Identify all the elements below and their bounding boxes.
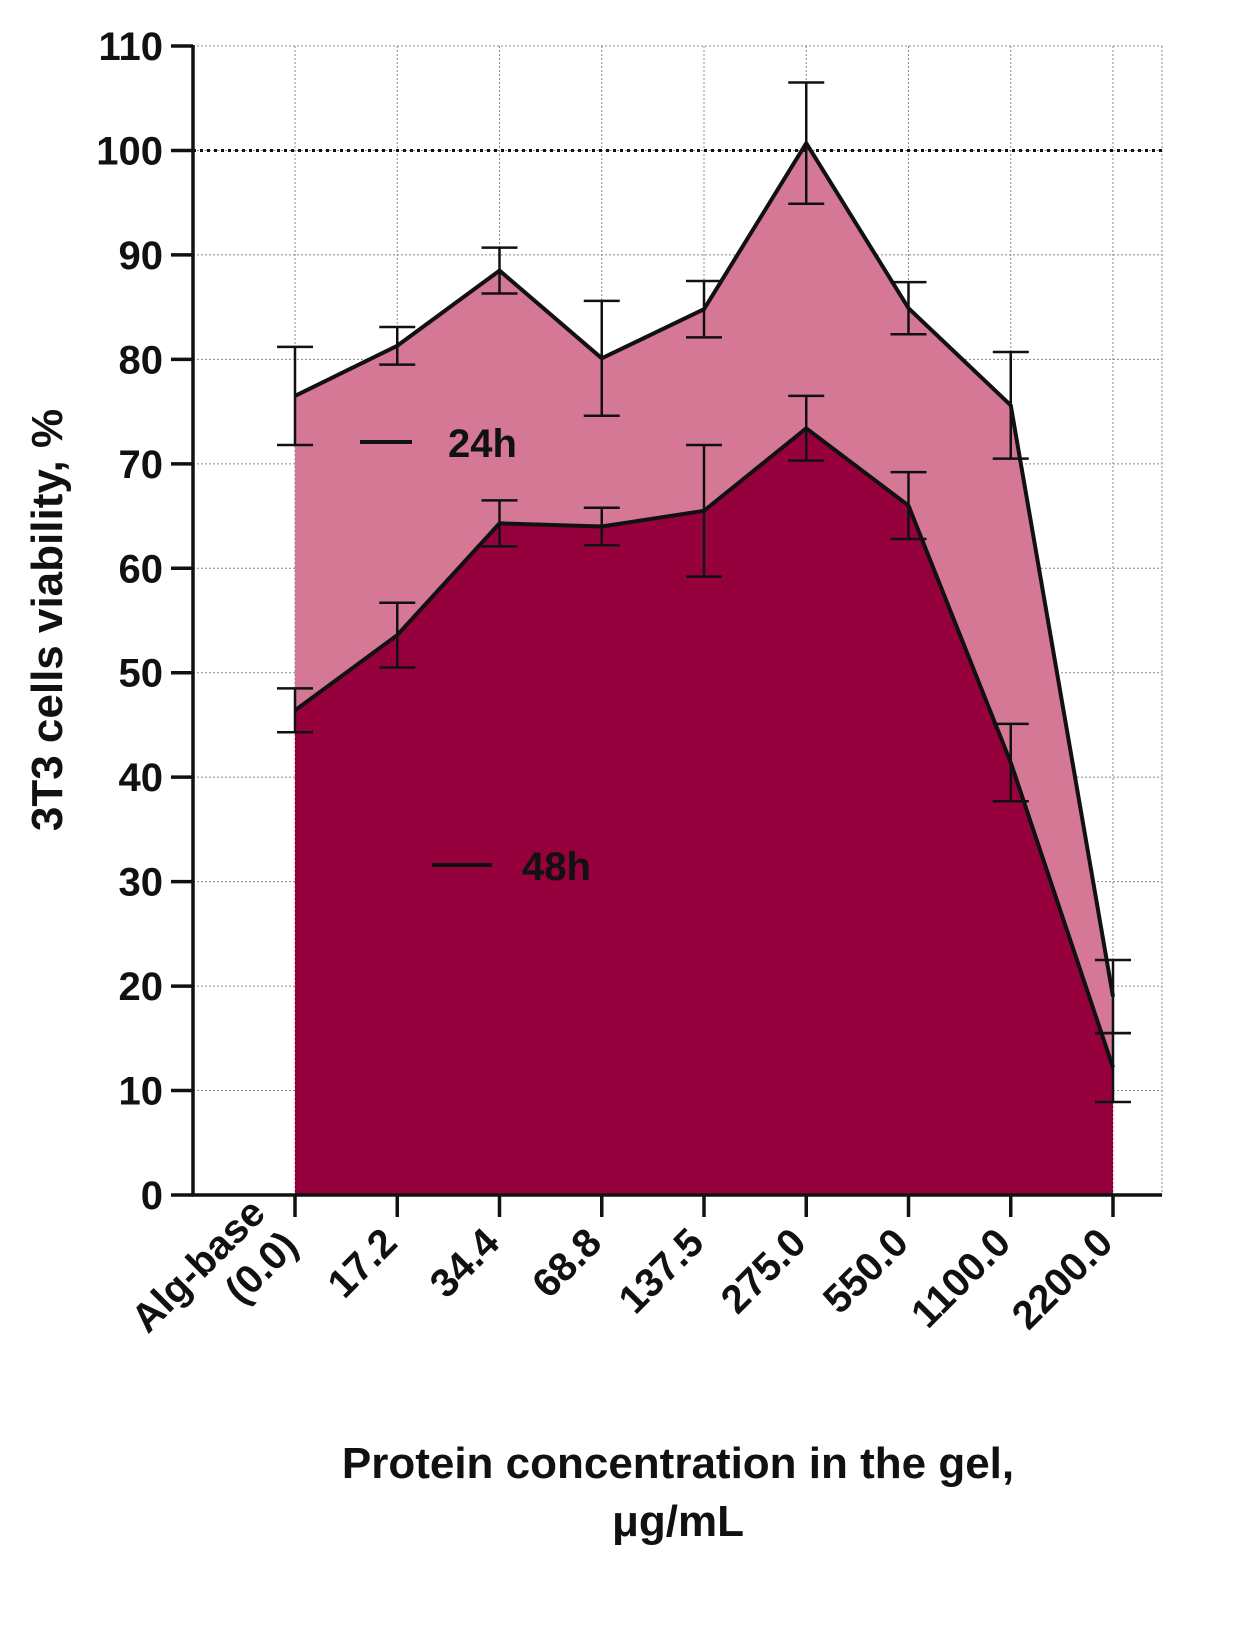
error-bar-48h — [277, 687, 313, 734]
error-bar-48h — [686, 443, 722, 578]
legend-label: 48h — [522, 845, 591, 889]
y-tick-label: 110 — [98, 25, 163, 69]
series-areas — [295, 143, 1113, 1196]
x-tick-label: 17.2 — [319, 1220, 405, 1306]
axes — [171, 44, 1162, 1217]
legend-label: 24h — [448, 422, 517, 466]
error-bar-24h — [277, 345, 313, 447]
x-tick-label: 137.5 — [610, 1220, 712, 1322]
y-tick-label: 60 — [119, 547, 164, 591]
x-tick-label: Alg-base(0.0) — [123, 1191, 306, 1374]
x-tick-label: 550.0 — [815, 1220, 917, 1322]
y-tick-label: 30 — [119, 861, 164, 905]
axis-titles: 3T3 cells viability, % Protein concentrat… — [23, 409, 1014, 1546]
y-tick-label: 50 — [119, 652, 164, 696]
error-bar-24h — [583, 299, 620, 418]
error-bar-24h — [686, 279, 722, 339]
error-bar-48h — [379, 601, 416, 669]
legend: 24h 48h — [360, 422, 591, 889]
y-tick-label: 80 — [119, 338, 164, 382]
error-bar-48h — [481, 499, 518, 548]
x-tick-label: 1100.0 — [903, 1220, 1019, 1336]
x-tick-label: 34.4 — [422, 1220, 509, 1307]
y-tick-label: 90 — [119, 234, 164, 278]
y-tick-labels: 0 10 20 30 40 50 60 70 80 90 100 110 — [96, 25, 163, 1218]
error-bar-48h — [992, 722, 1029, 803]
error-bar-24h — [379, 325, 416, 366]
y-tick-label: 40 — [119, 756, 164, 800]
x-tick-label: 275.0 — [713, 1220, 815, 1322]
area-48h — [295, 428, 1113, 1195]
error-bar-24h — [890, 280, 927, 336]
error-bar-48h — [1095, 1031, 1131, 1104]
error-bar-48h — [788, 394, 825, 462]
error-bar-24h — [992, 350, 1029, 460]
legend-item-24h: 24h — [360, 422, 517, 466]
x-axis-title-line: Protein concentration in the gel, — [342, 1439, 1014, 1488]
y-tick-label: 100 — [96, 129, 163, 173]
error-bar-24h — [481, 246, 518, 295]
y-tick-label: 10 — [119, 1070, 164, 1114]
x-tick-label: 2200.0 — [1004, 1220, 1122, 1338]
y-tick-label: 70 — [119, 443, 164, 487]
x-tick-labels: Alg-base(0.0) 17.2 34.4 68.8 137.5 275.0 550.0… — [123, 1191, 1122, 1374]
y-tick-label: 20 — [119, 965, 164, 1009]
error-bars — [277, 81, 1131, 1104]
x-axis-title-line: μg/mL — [612, 1497, 744, 1546]
error-bar-24h — [788, 81, 825, 205]
error-bar-48h — [890, 470, 927, 541]
y-axis-title: 3T3 cells viability, % — [23, 409, 72, 831]
x-tick-label: 68.8 — [524, 1220, 610, 1306]
y-tick-label: 0 — [141, 1174, 163, 1218]
error-bar-48h — [583, 506, 620, 547]
legend-item-48h: 48h — [432, 845, 591, 889]
